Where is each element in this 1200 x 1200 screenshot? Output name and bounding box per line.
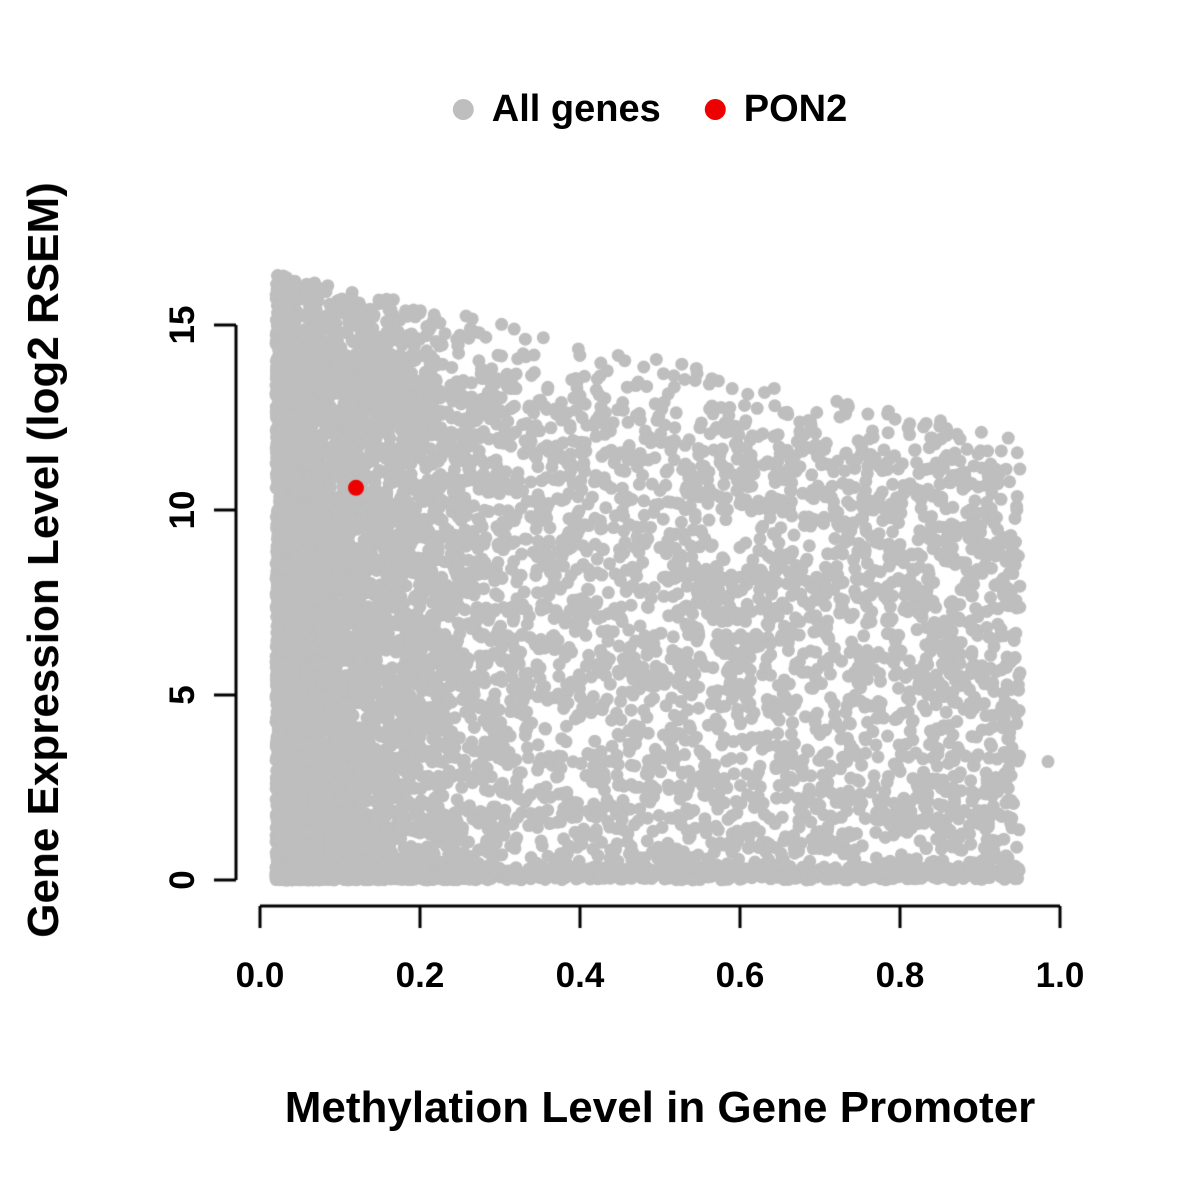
y-axis-title: Gene Expression Level (log2 RSEM): [19, 182, 68, 938]
pon2-dot-icon: [704, 98, 726, 120]
x-axis-title: Methylation Level in Gene Promoter: [284, 1083, 1036, 1132]
legend: All genes PON2: [452, 88, 848, 130]
x-tick-label: 1.0: [1035, 956, 1085, 995]
all-genes-dot-icon: [452, 98, 474, 120]
y-tick-label: 15: [163, 305, 202, 345]
y-tick-label: 0: [163, 870, 202, 890]
legend-label-all-genes: All genes: [491, 88, 661, 130]
x-tick-label: 0.2: [395, 956, 445, 995]
x-tick-label: 0.8: [875, 956, 925, 995]
x-tick-label: 0.0: [235, 956, 285, 995]
x-tick-label: 0.4: [555, 956, 605, 995]
legend-item-all-genes: All genes: [452, 88, 661, 130]
y-tick-label: 10: [163, 490, 202, 530]
x-tick-label: 0.6: [715, 956, 765, 995]
y-tick-label: 5: [163, 685, 202, 705]
legend-item-pon2: PON2: [704, 88, 848, 130]
legend-label-pon2: PON2: [743, 88, 848, 130]
